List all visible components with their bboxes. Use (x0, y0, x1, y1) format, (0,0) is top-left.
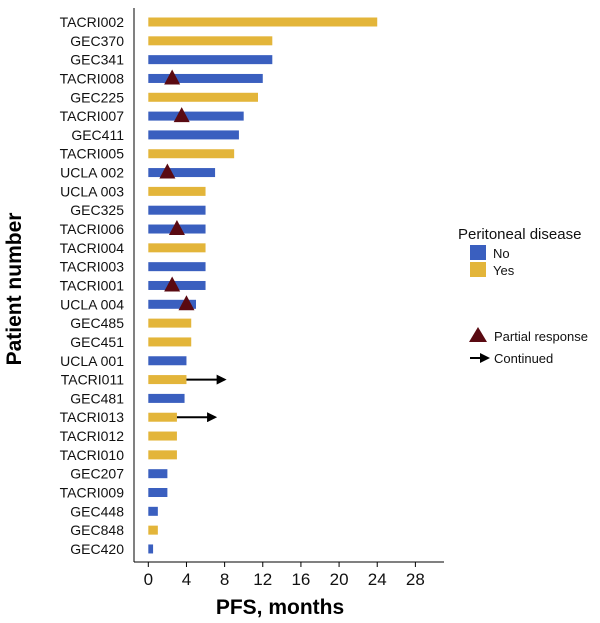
category-label: UCLA 002 (60, 165, 124, 181)
category-label: TACRI005 (60, 146, 125, 162)
bar (148, 243, 206, 253)
category-label: TACRI010 (60, 447, 125, 463)
category-label: UCLA 003 (60, 183, 124, 199)
bar (148, 393, 185, 403)
category-label: UCLA 001 (60, 353, 124, 369)
category-label: TACRI007 (60, 108, 125, 124)
category-label: TACRI011 (61, 372, 124, 388)
x-tick-label: 12 (253, 570, 272, 589)
bar (148, 149, 235, 159)
category-label: GEC481 (70, 390, 124, 406)
category-label: GEC370 (70, 33, 124, 49)
partial-response-marker (164, 276, 181, 292)
category-label: TACRI002 (60, 14, 125, 30)
legend-label-continued: Continued (494, 351, 553, 366)
legend-title: Peritoneal disease (458, 226, 581, 243)
category-label: GEC225 (70, 89, 124, 105)
x-axis-ticks: 0 4 8 12 16 20 24 28 (144, 562, 425, 589)
bar (148, 130, 239, 140)
category-label: GEC420 (70, 541, 124, 557)
category-label: GEC411 (71, 127, 124, 143)
category-label: TACRI001 (60, 277, 125, 293)
partial-response-marker (173, 107, 190, 123)
legend-label-partial-response: Partial response (494, 329, 588, 344)
bar (148, 506, 158, 516)
y-axis-title: Patient number (3, 213, 26, 366)
x-tick-label: 24 (368, 570, 387, 589)
category-label: GEC448 (70, 503, 124, 519)
category-label: UCLA 004 (60, 296, 124, 312)
bar (148, 412, 177, 422)
x-tick-label: 20 (330, 570, 349, 589)
bar (148, 450, 177, 460)
category-label: GEC848 (70, 522, 124, 538)
bar (148, 469, 168, 479)
bar (148, 17, 378, 27)
x-tick-label: 4 (182, 570, 191, 589)
partial-response-marker (159, 163, 176, 179)
bar (148, 92, 258, 102)
category-label: TACRI012 (60, 428, 125, 444)
category-label: GEC485 (70, 315, 124, 331)
bar (148, 318, 192, 328)
legend-swatch-no (470, 245, 486, 260)
bar (148, 337, 192, 347)
x-axis-title: PFS, months (216, 596, 344, 619)
category-label: TACRI006 (60, 221, 125, 237)
legend: Peritoneal disease No Yes Partial respon… (458, 226, 588, 366)
legend-label-yes: Yes (493, 263, 515, 278)
partial-response-marker (178, 295, 195, 311)
bar (148, 168, 216, 178)
bar (148, 375, 187, 385)
bar (148, 111, 244, 121)
legend-partial-response-triangle (469, 327, 487, 342)
legend-swatch-yes (470, 262, 486, 277)
partial-response-marker (164, 69, 181, 85)
bar (148, 431, 177, 441)
category-label: TACRI013 (60, 409, 125, 425)
x-tick-label: 0 (144, 570, 153, 589)
category-label: TACRI004 (60, 240, 125, 256)
category-label: TACRI008 (60, 70, 125, 86)
bar (148, 544, 154, 554)
bar (148, 55, 273, 65)
bar (148, 356, 187, 366)
category-label: TACRI009 (60, 485, 125, 501)
bar (148, 299, 196, 309)
legend-label-no: No (493, 246, 510, 261)
partial-response-marker (168, 220, 185, 236)
markers-layer (159, 69, 227, 423)
x-tick-label: 28 (406, 570, 425, 589)
bar (148, 262, 206, 272)
category-label: GEC451 (70, 334, 124, 350)
bar (148, 525, 158, 535)
x-tick-label: 8 (220, 570, 229, 589)
category-labels: TACRI002 GEC370 GEC341 TACRI008 GEC225 TACRI0… (60, 14, 125, 557)
bar (148, 186, 206, 196)
category-label: GEC325 (70, 202, 124, 218)
bar (148, 36, 273, 46)
bar (148, 73, 263, 83)
bars-layer (148, 17, 378, 554)
category-label: GEC341 (70, 52, 124, 68)
bar (148, 488, 168, 497)
category-label: GEC207 (70, 466, 124, 482)
category-label: TACRI003 (60, 259, 125, 275)
x-tick-label: 16 (291, 570, 310, 589)
bar (148, 205, 206, 215)
